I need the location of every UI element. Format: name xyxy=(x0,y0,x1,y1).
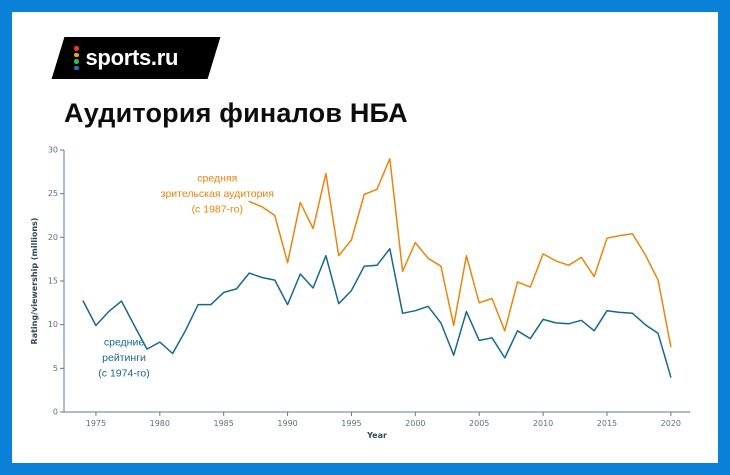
annotation-ratings-line1: средние xyxy=(104,337,144,349)
x-tick-label: 2015 xyxy=(597,419,617,428)
x-tick-label: 1980 xyxy=(150,419,170,428)
logo-dot xyxy=(74,46,79,51)
x-tick-label: 1975 xyxy=(86,419,106,428)
y-tick-label: 25 xyxy=(48,189,58,198)
y-axis-title: Rating/viewership (millions) xyxy=(30,218,39,345)
logo-dot xyxy=(74,65,79,70)
x-tick-label: 2010 xyxy=(533,419,553,428)
y-tick-label: 15 xyxy=(48,277,58,286)
y-tick-label: 30 xyxy=(48,146,58,155)
sports-ru-logo-text: sports.ru xyxy=(85,45,179,70)
logo-dot xyxy=(74,52,79,57)
x-tick-label: 2020 xyxy=(661,419,681,428)
y-tick-label: 10 xyxy=(48,320,58,329)
annotation-viewership-line3: (с 1987-го) xyxy=(192,203,243,215)
page-title: Аудитория финалов НБА xyxy=(64,98,408,128)
x-tick-label: 1985 xyxy=(214,419,234,428)
annotation-ratings-line2: рейтинги xyxy=(102,352,146,364)
line-chart: 0 5 10 15 20 25 30 1975 1980 1985 1990 1995 2000 2005… xyxy=(30,146,690,440)
x-tick-label: 1990 xyxy=(277,419,297,428)
viewership-line xyxy=(248,157,672,348)
x-tick-label: 2005 xyxy=(469,419,489,428)
annotation-ratings-line3: (с 1974-го) xyxy=(98,368,149,380)
sports-ru-logo: sports.ru xyxy=(74,45,178,71)
chart-area: 0 5 10 15 20 25 30 1975 1980 1985 1990 1995 2000 2005… xyxy=(28,142,704,447)
infographic-card: sports.ru Аудитория финалов НБА 0 5 10 15 20… xyxy=(12,12,718,463)
logo-dot xyxy=(74,59,79,64)
y-tick-label: 5 xyxy=(53,364,58,373)
sports-ru-logo-dots xyxy=(74,46,79,70)
sports-ru-banner: sports.ru xyxy=(51,37,221,79)
x-tick-label: 1995 xyxy=(341,419,361,428)
x-axis-title: Year xyxy=(366,431,387,440)
x-tick-label: 2000 xyxy=(405,419,425,428)
y-tick-label: 20 xyxy=(48,233,58,242)
annotation-viewership-line2: зрительская аудитория xyxy=(161,188,274,200)
annotation-viewership-line1: средняя xyxy=(197,172,237,184)
y-tick-label: 0 xyxy=(53,408,58,417)
ratings-line xyxy=(82,247,672,378)
